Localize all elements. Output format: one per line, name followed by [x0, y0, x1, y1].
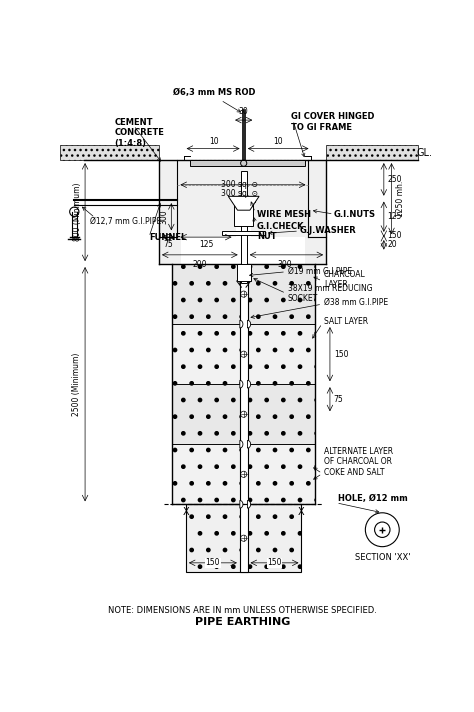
- Text: 300: 300: [278, 260, 292, 269]
- Text: 1250 mh.: 1250 mh.: [396, 181, 405, 216]
- Polygon shape: [228, 197, 259, 210]
- Text: 200: 200: [192, 260, 207, 269]
- Bar: [177, 200, 236, 237]
- Text: G.I.NUTS: G.I.NUTS: [334, 209, 376, 219]
- Bar: [190, 160, 305, 165]
- Text: Ø12,7 mm G.I.PIPE: Ø12,7 mm G.I.PIPE: [90, 217, 161, 226]
- Bar: [251, 200, 309, 237]
- Polygon shape: [247, 441, 251, 448]
- Text: 20: 20: [388, 241, 397, 249]
- Text: 38X19 mm REDUCING
SOCKET: 38X19 mm REDUCING SOCKET: [288, 283, 372, 303]
- Bar: [172, 264, 315, 324]
- Bar: [172, 444, 315, 504]
- Polygon shape: [240, 380, 243, 388]
- Bar: [237, 264, 251, 281]
- Polygon shape: [247, 501, 251, 508]
- Text: 150: 150: [388, 231, 402, 241]
- Bar: [159, 160, 177, 237]
- Bar: [235, 202, 253, 226]
- Bar: [232, 197, 255, 202]
- Bar: [326, 145, 419, 160]
- Polygon shape: [247, 320, 251, 328]
- Bar: [304, 237, 326, 264]
- Text: 10: 10: [209, 137, 219, 145]
- Text: 300 sq. ⊙: 300 sq. ⊙: [221, 180, 258, 189]
- Text: 125: 125: [199, 240, 213, 249]
- Text: X: X: [182, 507, 189, 517]
- Text: Ø19 mm G.I.PIPE: Ø19 mm G.I.PIPE: [288, 267, 352, 276]
- Text: 150: 150: [206, 558, 220, 567]
- Text: SALT LAYER: SALT LAYER: [324, 318, 368, 326]
- Text: 30: 30: [239, 108, 248, 116]
- Text: Ø38 mm G.I.PIPE: Ø38 mm G.I.PIPE: [324, 298, 388, 307]
- Bar: [222, 231, 265, 235]
- Text: 150: 150: [334, 350, 348, 359]
- Polygon shape: [240, 501, 243, 508]
- Text: G.J.WASHER: G.J.WASHER: [299, 226, 356, 236]
- Text: PIPE EARTHING: PIPE EARTHING: [195, 617, 291, 627]
- Text: 2500 (Minimum): 2500 (Minimum): [72, 352, 81, 416]
- Bar: [172, 384, 315, 444]
- Text: SECTION 'XX': SECTION 'XX': [355, 553, 410, 562]
- Polygon shape: [240, 441, 243, 448]
- Text: 150: 150: [267, 558, 282, 567]
- Text: ALTERNATE LAYER
OF CHARCOAL OR
COKE AND SALT: ALTERNATE LAYER OF CHARCOAL OR COKE AND …: [324, 447, 393, 477]
- Text: 10: 10: [273, 137, 283, 145]
- Text: 75: 75: [164, 240, 173, 249]
- Text: 250: 250: [388, 175, 402, 184]
- Text: GI COVER HINGED
TO GI FRAME: GI COVER HINGED TO GI FRAME: [292, 112, 375, 132]
- Text: G.I.CHECK
NUT: G.I.CHECK NUT: [257, 221, 304, 241]
- Bar: [159, 237, 182, 264]
- Text: GL.: GL.: [416, 148, 432, 158]
- Bar: [61, 145, 159, 160]
- Bar: [172, 324, 315, 384]
- Text: FUNNEL: FUNNEL: [149, 233, 186, 241]
- Bar: [240, 264, 248, 504]
- Text: X: X: [297, 507, 304, 517]
- Bar: [309, 160, 326, 237]
- Text: Ø6,3 mm MS ROD: Ø6,3 mm MS ROD: [173, 88, 255, 97]
- Text: 75: 75: [334, 394, 344, 404]
- Bar: [241, 171, 247, 283]
- Text: 800 (Minimum): 800 (Minimum): [73, 183, 82, 241]
- Bar: [240, 504, 248, 572]
- Text: 125: 125: [388, 212, 402, 221]
- Text: 300 sq. ⊙: 300 sq. ⊙: [221, 189, 258, 199]
- Polygon shape: [247, 380, 251, 388]
- Polygon shape: [240, 320, 243, 328]
- Text: CHARCOAL
LAYER: CHARCOAL LAYER: [324, 270, 365, 289]
- Text: CEMENT
CONCRETE
(1:4:8): CEMENT CONCRETE (1:4:8): [114, 117, 164, 147]
- Bar: [186, 504, 301, 572]
- Bar: [177, 160, 309, 200]
- Text: HOLE, Ø12 mm: HOLE, Ø12 mm: [337, 494, 407, 503]
- Text: 300: 300: [159, 209, 168, 224]
- Text: WIRE MESH: WIRE MESH: [257, 210, 311, 219]
- Text: NOTE: DIMENSIONS ARE IN mm UNLESS OTHERWISE SPECIFIED.: NOTE: DIMENSIONS ARE IN mm UNLESS OTHERW…: [109, 606, 377, 615]
